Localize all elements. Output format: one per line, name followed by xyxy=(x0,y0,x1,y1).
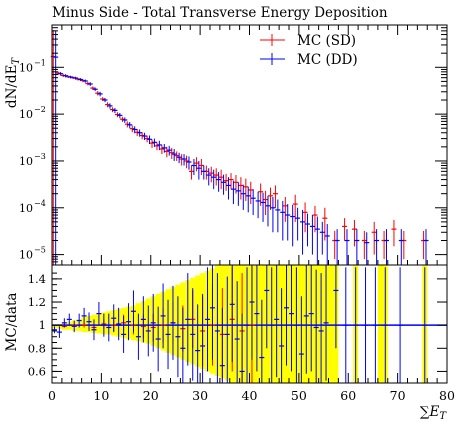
ratio-y-tick-label: 1.4 xyxy=(28,272,46,286)
main-y-tick-exponent: −2 xyxy=(34,105,46,114)
ratio-y-tick-label: 1 xyxy=(39,318,46,332)
main-y-tick-label: 10 xyxy=(19,61,33,74)
main-plot-panel: Minus Side - Total Transverse Energy Dep… xyxy=(4,5,448,266)
ratio-x-tick-label: 0 xyxy=(48,388,56,403)
main-plot-frame xyxy=(51,24,448,266)
ratio-series-group xyxy=(51,265,428,383)
ratio-y-tick-label: 1.2 xyxy=(28,295,46,309)
ratio-y-axis: 0.6 0.8 1 1.2 1.4 xyxy=(28,272,447,378)
ratio-x-tick-label: 10 xyxy=(93,388,109,403)
legend-dd-label: MC (DD) xyxy=(297,52,358,68)
ratio-x-axis: 0 10 20 30 40 50 60 70 80 xyxy=(48,373,455,403)
uncertainty-band-bin xyxy=(229,265,339,383)
ratio-y-axis-label: MC/data xyxy=(4,293,20,352)
main-y-tick-label: 10 xyxy=(19,249,33,262)
main-y-tick-exponent: −5 xyxy=(34,246,46,255)
ratio-plot-panel: 0.60.811.21.4 0 10 20 30 40 50 60 70 80 MC/data … xyxy=(4,264,455,422)
ratio-x-tick-label: 80 xyxy=(439,388,455,403)
legend: MC (SD) MC (DD) xyxy=(260,33,358,68)
ratio-x-tick-label: 30 xyxy=(192,388,208,403)
main-series-dd xyxy=(53,30,429,265)
main-y-tick-label: 10 xyxy=(19,108,33,121)
ratio-y-tick-label: 0.8 xyxy=(28,341,46,355)
uncertainty-band-bin xyxy=(377,265,388,383)
main-y-axis-label: dN/dET xyxy=(4,57,22,109)
main-y-tick-exponent: −4 xyxy=(34,199,46,208)
main-series-sd xyxy=(50,30,427,265)
main-y-tick-exponent: −1 xyxy=(34,58,46,67)
main-y-tick-exponent: −3 xyxy=(34,152,46,161)
legend-sd-label: MC (SD) xyxy=(297,33,356,49)
main-y-tick-label: 10 xyxy=(19,202,33,215)
ratio-x-tick-label: 40 xyxy=(242,388,258,403)
chart-title: Minus Side - Total Transverse Energy Dep… xyxy=(52,5,388,21)
main-x-axis-ticks xyxy=(51,25,448,265)
ratio-x-tick-label: 50 xyxy=(291,388,307,403)
ratio-x-tick-label: 70 xyxy=(390,388,406,403)
ratio-y-tick-label: 0.6 xyxy=(28,364,46,378)
ratio-x-tick-label: 20 xyxy=(143,388,159,403)
main-series-group xyxy=(50,30,429,265)
main-y-axis: 10−510−410−310−210−1 xyxy=(19,24,447,266)
ratio-x-tick-label: 60 xyxy=(340,388,356,403)
ratio-x-axis-label: ∑ET xyxy=(420,404,448,422)
main-y-tick-label: 10 xyxy=(19,155,33,168)
ratio-series-dd xyxy=(51,265,428,383)
